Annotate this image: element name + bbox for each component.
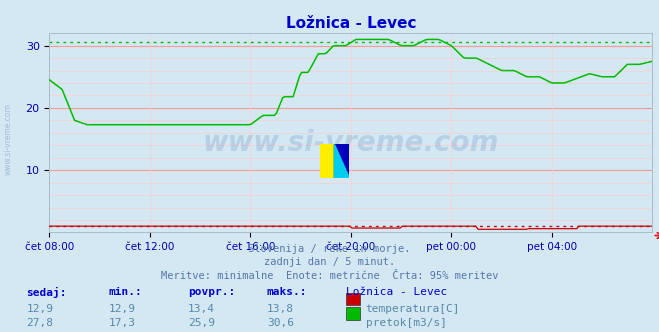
Text: 13,8: 13,8 bbox=[267, 304, 294, 314]
Title: Ložnica - Levec: Ložnica - Levec bbox=[285, 16, 416, 31]
Text: Ložnica - Levec: Ložnica - Levec bbox=[346, 287, 447, 297]
Text: povpr.:: povpr.: bbox=[188, 287, 235, 297]
Text: 17,3: 17,3 bbox=[109, 318, 136, 328]
Text: 30,6: 30,6 bbox=[267, 318, 294, 328]
Bar bbox=[335, 144, 349, 178]
Text: www.si-vreme.com: www.si-vreme.com bbox=[3, 104, 13, 175]
Text: min.:: min.: bbox=[109, 287, 142, 297]
Text: 12,9: 12,9 bbox=[109, 304, 136, 314]
Text: pretok[m3/s]: pretok[m3/s] bbox=[366, 318, 447, 328]
Text: Slovenija / reke in morje.: Slovenija / reke in morje. bbox=[248, 244, 411, 254]
Text: www.si-vreme.com: www.si-vreme.com bbox=[203, 129, 499, 157]
Text: zadnji dan / 5 minut.: zadnji dan / 5 minut. bbox=[264, 257, 395, 267]
Text: 13,4: 13,4 bbox=[188, 304, 215, 314]
Text: 25,9: 25,9 bbox=[188, 318, 215, 328]
Text: maks.:: maks.: bbox=[267, 287, 307, 297]
Bar bbox=[320, 144, 335, 178]
Text: sedaj:: sedaj: bbox=[26, 287, 67, 298]
Text: 12,9: 12,9 bbox=[26, 304, 53, 314]
Text: temperatura[C]: temperatura[C] bbox=[366, 304, 460, 314]
Text: 27,8: 27,8 bbox=[26, 318, 53, 328]
Text: Meritve: minimalne  Enote: metrične  Črta: 95% meritev: Meritve: minimalne Enote: metrične Črta:… bbox=[161, 271, 498, 281]
Polygon shape bbox=[335, 144, 349, 178]
